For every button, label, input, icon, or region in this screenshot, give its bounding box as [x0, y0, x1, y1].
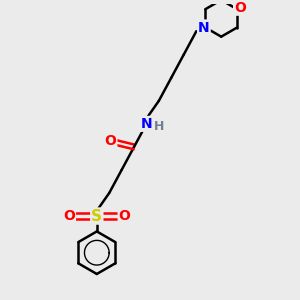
Text: S: S: [91, 208, 102, 224]
Text: O: O: [234, 1, 246, 15]
Text: O: O: [118, 209, 130, 223]
Text: N: N: [198, 20, 210, 34]
Text: H: H: [154, 120, 164, 133]
Text: O: O: [104, 134, 116, 148]
Text: O: O: [63, 209, 75, 223]
Text: N: N: [141, 117, 152, 131]
